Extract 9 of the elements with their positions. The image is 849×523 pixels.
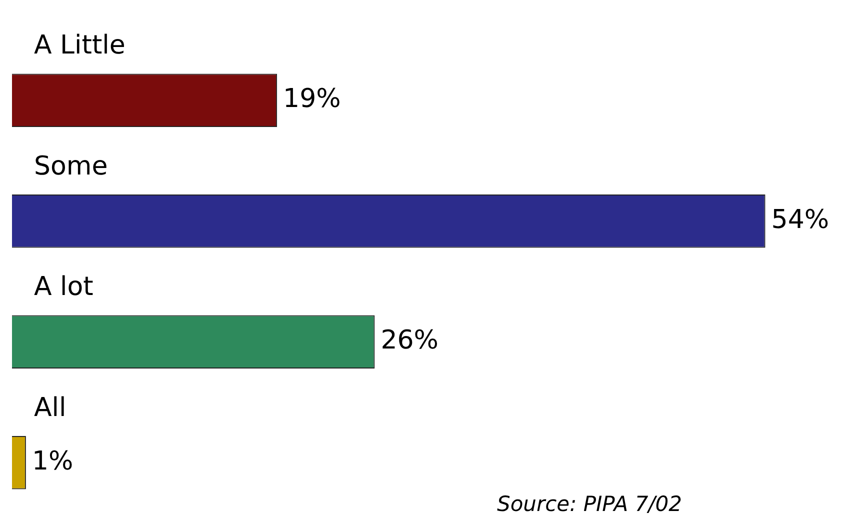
- data-label: 1%: [32, 446, 74, 476]
- y-tick-label: A lot: [34, 272, 94, 302]
- y-tick-label: All: [34, 392, 66, 423]
- data-label: 26%: [380, 326, 438, 356]
- source-note: Source: PIPA 7/02: [496, 492, 682, 516]
- data-label: 19%: [283, 84, 341, 114]
- y-tick-label: A Little: [34, 30, 126, 61]
- data-label: 54%: [771, 204, 830, 235]
- y-tick-label: Some: [34, 151, 108, 182]
